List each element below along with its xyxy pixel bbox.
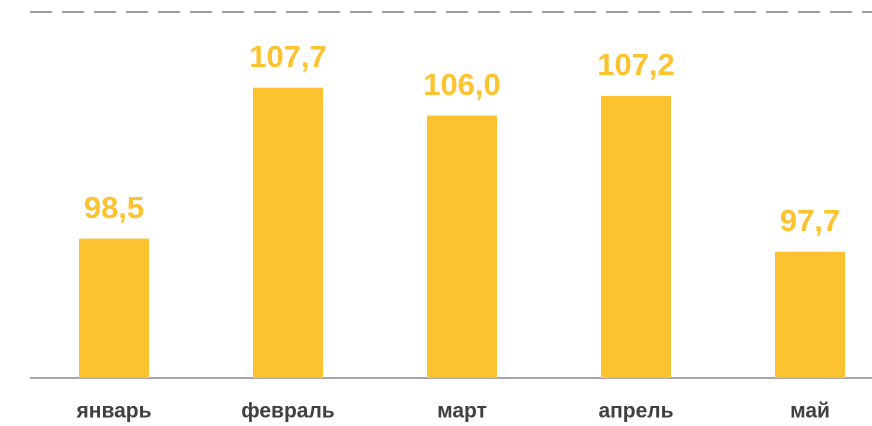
value-label: 107,7 bbox=[249, 39, 327, 74]
bar bbox=[253, 87, 323, 378]
x-tick-label: январь bbox=[76, 400, 152, 423]
bar bbox=[775, 251, 845, 378]
bar bbox=[79, 238, 149, 378]
value-label: 106,0 bbox=[423, 67, 501, 102]
bar bbox=[427, 115, 497, 378]
x-tick-label: апрель bbox=[598, 400, 673, 423]
bar bbox=[601, 95, 671, 379]
value-label: 98,5 bbox=[84, 190, 144, 225]
x-tick-label: март bbox=[437, 400, 487, 423]
x-tick-label: май bbox=[790, 400, 830, 423]
value-label: 97,7 bbox=[780, 203, 840, 238]
x-tick-label: февраль bbox=[241, 400, 335, 423]
value-label: 107,2 bbox=[597, 47, 675, 82]
